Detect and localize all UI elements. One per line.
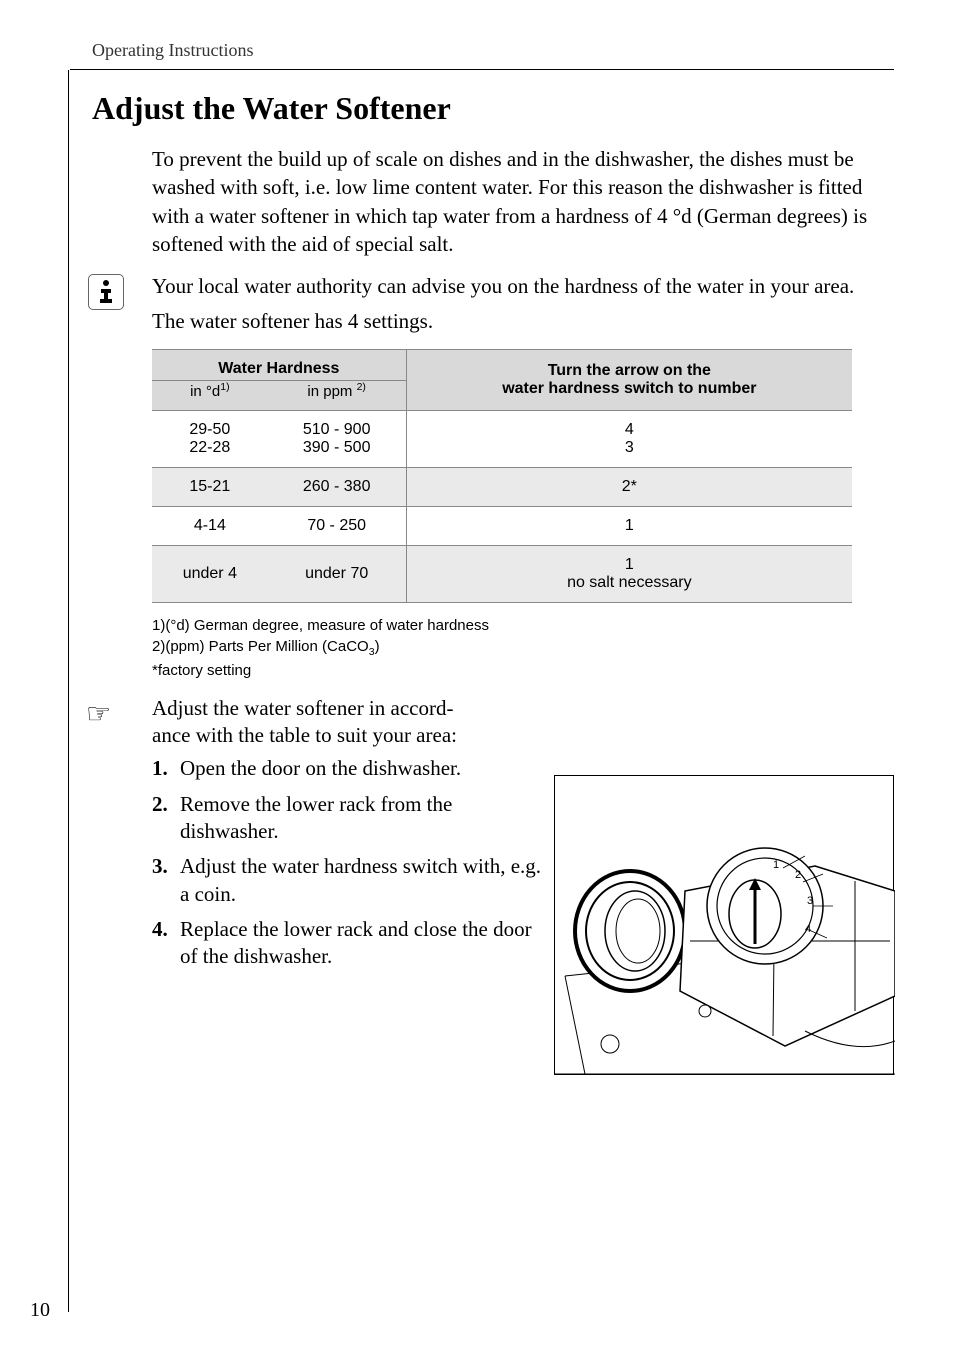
cell-setting: 1 no salt necessary	[406, 546, 852, 603]
cell-ppm: 70 - 250	[268, 507, 406, 546]
table-row: under 4under 701 no salt necessary	[152, 546, 852, 603]
step-item: 1.Open the door on the dishwasher.	[152, 755, 552, 782]
pointing-hand-icon: ☞	[86, 697, 111, 731]
dial-num-4: 4	[805, 923, 811, 935]
th-switch-l2: water hardness switch to number	[502, 380, 756, 397]
table-row: 15-21260 - 3802*	[152, 468, 852, 507]
th-degrees-sup: 1)	[220, 381, 229, 393]
cell-degrees: 15-21	[152, 468, 268, 507]
step-text: Replace the lower rack and close the doo…	[180, 916, 552, 971]
step-item: 4.Replace the lower rack and close the d…	[152, 916, 552, 971]
cell-degrees: under 4	[152, 546, 268, 603]
step-text: Adjust the water hardness switch with, e…	[180, 853, 552, 908]
cell-ppm: under 70	[268, 546, 406, 603]
step-item: 3.Adjust the water hardness switch with,…	[152, 853, 552, 908]
step-number: 3.	[152, 853, 180, 908]
cell-ppm: 510 - 900 390 - 500	[268, 411, 406, 468]
footnote-2-post: )	[375, 638, 380, 655]
steps-list: 1.Open the door on the dishwasher.2.Remo…	[152, 755, 552, 970]
cell-setting: 1	[406, 507, 852, 546]
cell-degrees: 4-14	[152, 507, 268, 546]
header-rule	[70, 69, 894, 70]
page-number: 10	[30, 1299, 50, 1322]
step-item: 2.Remove the lower rack from the dishwas…	[152, 791, 552, 846]
th-water-hardness: Water Hardness	[152, 350, 406, 381]
dial-num-2: 2	[795, 869, 801, 881]
dial-num-1: 1	[773, 859, 779, 871]
step-text: Remove the lower rack from the dishwashe…	[180, 791, 552, 846]
table-row: 4-1470 - 2501	[152, 507, 852, 546]
section-title: Adjust the Water Softener	[92, 90, 894, 127]
th-degrees: in °d1)	[152, 381, 268, 411]
table-row: 29-50 22-28510 - 900 390 - 5004 3	[152, 411, 852, 468]
footnote-2-pre: 2)(ppm) Parts Per Million (CaCO	[152, 638, 369, 655]
step-number: 2.	[152, 791, 180, 846]
th-switch-number: Turn the arrow on the water hardness swi…	[406, 350, 852, 411]
footnote-3: *factory setting	[152, 660, 894, 681]
running-header: Operating Instructions	[92, 40, 894, 61]
info-line-1: Your local water authority can advise yo…	[152, 272, 894, 300]
th-degrees-pre: in °d	[190, 383, 220, 400]
cell-ppm: 260 - 380	[268, 468, 406, 507]
dial-num-3: 3	[807, 895, 813, 907]
footnote-2: 2)(ppm) Parts Per Million (CaCO3)	[152, 636, 894, 660]
info-line-2: The water softener has 4 settings.	[152, 307, 894, 335]
instruction-lead: Adjust the water softener in accord- anc…	[152, 695, 532, 750]
th-switch-l1: Turn the arrow on the	[548, 362, 711, 379]
step-number: 1.	[152, 755, 180, 782]
intro-paragraph: To prevent the build up of scale on dish…	[152, 145, 874, 258]
table-footnotes: 1)(°d) German degree, measure of water h…	[152, 615, 894, 681]
cell-setting: 4 3	[406, 411, 852, 468]
water-hardness-table: Water Hardness Turn the arrow on the wat…	[152, 349, 852, 603]
vertical-rule	[68, 70, 69, 1312]
cell-setting: 2*	[406, 468, 852, 507]
th-ppm: in ppm 2)	[268, 381, 406, 411]
cell-degrees: 29-50 22-28	[152, 411, 268, 468]
info-icon	[88, 274, 124, 310]
softener-dial-diagram: 1 2 3 4	[554, 775, 894, 1075]
step-number: 4.	[152, 916, 180, 971]
th-ppm-sup: 2)	[357, 381, 366, 393]
step-text: Open the door on the dishwasher.	[180, 755, 461, 782]
th-ppm-pre: in ppm	[307, 383, 356, 400]
footnote-1: 1)(°d) German degree, measure of water h…	[152, 615, 894, 636]
